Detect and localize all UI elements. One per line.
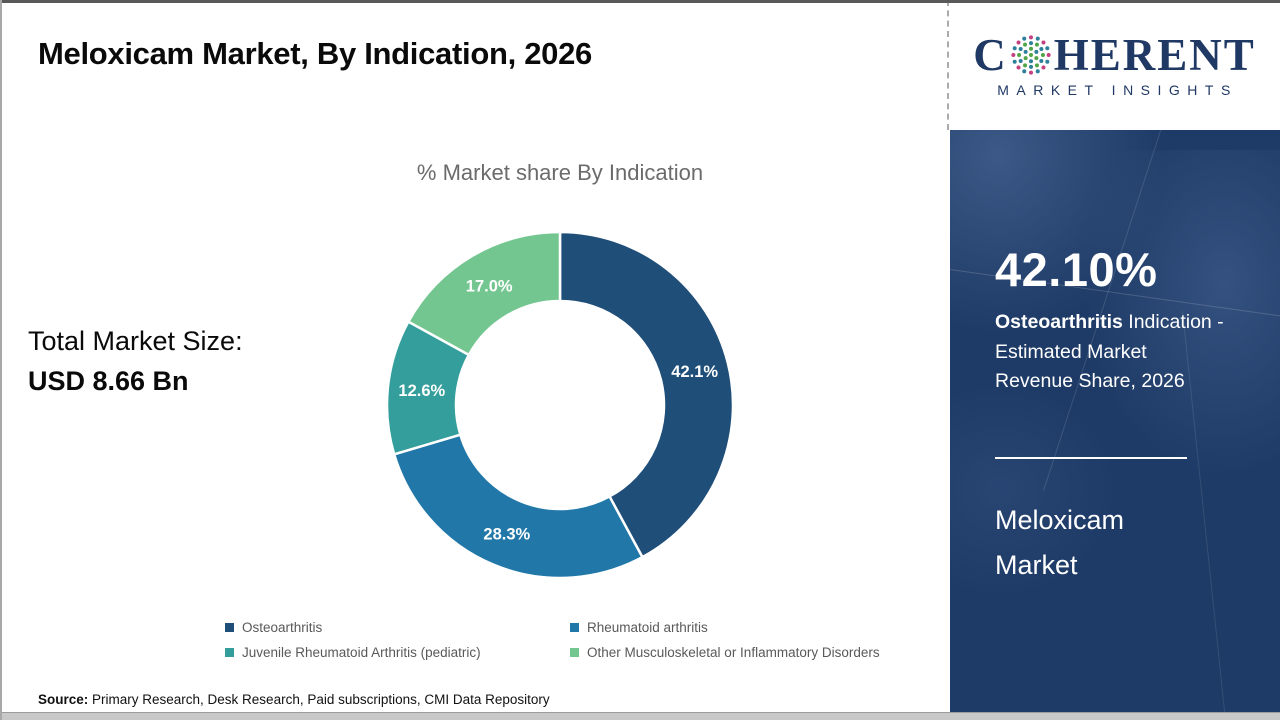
globe-dot bbox=[1021, 69, 1026, 74]
globe-dot bbox=[1011, 52, 1016, 58]
globe-dot bbox=[1022, 42, 1027, 47]
source-line: Source: Primary Research, Desk Research,… bbox=[38, 692, 550, 707]
globe-dot bbox=[1045, 59, 1050, 64]
globe-dot bbox=[1016, 52, 1021, 58]
donut-segment bbox=[558, 230, 735, 559]
globe-dot bbox=[1028, 41, 1033, 46]
legend-item: Rheumatoid arthritis bbox=[570, 620, 880, 635]
globe-dot bbox=[1045, 46, 1050, 51]
globe-dot bbox=[1040, 52, 1045, 58]
source-label: Source: bbox=[38, 692, 89, 707]
logo-wordmark: C HERENT bbox=[973, 29, 1256, 80]
donut-chart: 42.1% 28.3% 12.6% 17.0% bbox=[385, 230, 735, 580]
donut-segment bbox=[392, 433, 644, 580]
globe-dot bbox=[1034, 56, 1039, 61]
globe-dot bbox=[1028, 70, 1033, 75]
globe-dot bbox=[1022, 63, 1027, 68]
globe-dot bbox=[1023, 56, 1028, 61]
main-content: Meloxicam Market, By Indication, 2026 % … bbox=[28, 36, 880, 707]
left-border bbox=[0, 0, 2, 720]
coherent-logo: C HERENT MARKET INSIGHTS bbox=[947, 0, 1280, 130]
globe-dot bbox=[1028, 59, 1033, 64]
globe-dot bbox=[1012, 46, 1017, 51]
legend-item: Juvenile Rheumatoid Arthritis (pediatric… bbox=[225, 645, 570, 660]
legend-item: Osteoarthritis bbox=[225, 620, 570, 635]
sidebar-body: 42.10% Osteoarthritis Indication - Estim… bbox=[950, 130, 1280, 712]
globe-dot bbox=[1034, 49, 1039, 54]
logo-subtitle: MARKET INSIGHTS bbox=[997, 81, 1238, 98]
globe-dot bbox=[1035, 69, 1040, 74]
globe-dot bbox=[1016, 65, 1021, 70]
globe-dot bbox=[1034, 42, 1039, 47]
total-market-size: Total Market Size: USD 8.66 Bn bbox=[28, 326, 243, 397]
globe-dot bbox=[1028, 35, 1033, 40]
globe-dot bbox=[1023, 49, 1028, 54]
globe-dot bbox=[1039, 58, 1044, 63]
legend-label: Juvenile Rheumatoid Arthritis (pediatric… bbox=[242, 645, 481, 660]
chart-title: % Market share By Indication bbox=[416, 160, 704, 185]
legend-label: Osteoarthritis bbox=[242, 620, 323, 635]
sidebar-divider bbox=[995, 457, 1187, 459]
source-text: Primary Research, Desk Research, Paid su… bbox=[88, 692, 550, 707]
globe-dot bbox=[1041, 40, 1046, 45]
stat-description-bold: Osteoarthritis bbox=[995, 311, 1123, 333]
globe-dot bbox=[1035, 36, 1040, 41]
stat-value: 42.10% bbox=[995, 243, 1158, 296]
chart-legend: Osteoarthritis Rheumatoid arthritis Juveni… bbox=[225, 620, 880, 660]
top-border bbox=[0, 0, 1280, 3]
globe-dot bbox=[1034, 63, 1039, 68]
globe-dot bbox=[1028, 52, 1033, 58]
legend-swatch bbox=[570, 623, 579, 632]
donut-segment-label: 17.0% bbox=[466, 277, 513, 295]
legend-swatch bbox=[225, 623, 234, 632]
legend-item: Other Musculoskeletal or Inflammatory Di… bbox=[570, 645, 880, 660]
donut-segment bbox=[407, 230, 562, 357]
globe-icon bbox=[1011, 35, 1051, 75]
market-size-value: USD 8.66 Bn bbox=[28, 366, 189, 396]
globe-dot bbox=[1016, 40, 1021, 45]
sidebar: C HERENT MARKET INSIGHTS 42.10% Osteoart… bbox=[947, 0, 1280, 720]
report-title: Meloxicam Market bbox=[995, 505, 1125, 580]
globe-dot bbox=[1041, 65, 1046, 70]
logo-letter-c: C bbox=[973, 29, 1008, 80]
legend-swatch bbox=[225, 648, 234, 657]
stat-description: Osteoarthritis Indication - Estimated Ma… bbox=[995, 311, 1224, 392]
market-size-label: Total Market Size: bbox=[28, 326, 243, 356]
page-title: Meloxicam Market, By Indication, 2026 bbox=[38, 36, 592, 71]
donut-segment-label: 12.6% bbox=[398, 382, 445, 400]
logo-letters-rest: HERENT bbox=[1053, 29, 1256, 80]
globe-dot bbox=[1046, 52, 1051, 58]
globe-dot bbox=[1021, 36, 1026, 41]
legend-label: Rheumatoid arthritis bbox=[587, 620, 708, 635]
legend-swatch bbox=[570, 648, 579, 657]
globe-dot bbox=[1028, 64, 1033, 69]
legend-label: Other Musculoskeletal or Inflammatory Di… bbox=[587, 645, 880, 660]
globe-dot bbox=[1018, 58, 1023, 63]
globe-dot bbox=[1039, 47, 1044, 52]
globe-dot bbox=[1012, 59, 1017, 64]
donut-segment-label: 42.1% bbox=[671, 363, 718, 381]
bottom-strip bbox=[0, 712, 1280, 720]
donut-segment-label: 28.3% bbox=[483, 525, 530, 543]
globe-dot bbox=[1028, 46, 1033, 51]
globe-dot bbox=[1018, 47, 1023, 52]
